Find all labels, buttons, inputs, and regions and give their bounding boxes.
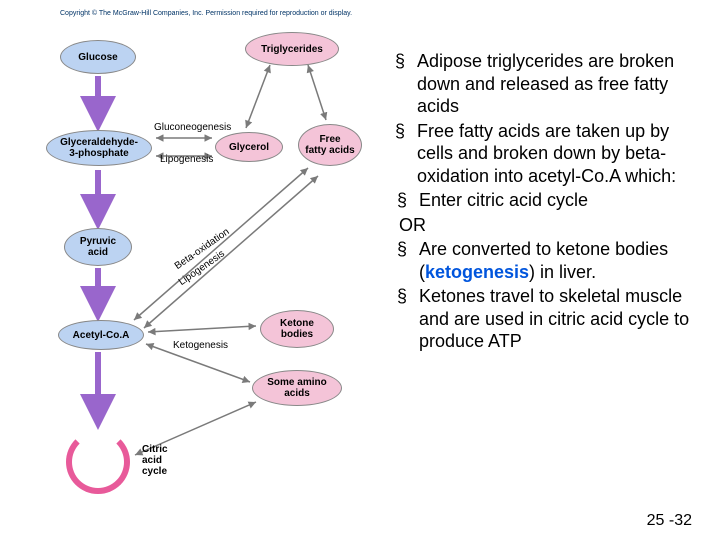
node-acetylcoa: Acetyl-Co.A (58, 320, 144, 350)
pathway-label-4: Ketogenesis (173, 340, 228, 351)
node-g3p: Glyceraldehyde-3-phosphate (46, 130, 152, 166)
pathway-label-0: Gluconeogenesis (154, 122, 231, 133)
bullet-1: Adipose triglycerides are broken down an… (395, 50, 705, 118)
or-text: OR (397, 214, 705, 237)
cycle-label: Citricacidcycle (142, 444, 168, 477)
text-panel: Adipose triglycerides are broken down an… (395, 50, 705, 355)
node-triglycerides: Triglycerides (245, 32, 339, 66)
pathway-label-1: Lipogenesis (160, 154, 213, 165)
arrow-8 (134, 168, 308, 320)
node-ffa: Freefatty acids (298, 124, 362, 166)
citric-acid-cycle-icon (66, 430, 130, 494)
node-glycerol: Glycerol (215, 132, 283, 162)
arrow-6 (246, 65, 270, 128)
main-bullet-list: Adipose triglycerides are broken down an… (395, 50, 705, 187)
node-amino: Some aminoacids (252, 370, 342, 406)
arrow-10 (148, 326, 256, 332)
sub-bullet-3: Ketones travel to skeletal muscle and ar… (397, 285, 705, 353)
copyright-text: Copyright © The McGraw-Hill Companies, I… (60, 10, 352, 17)
arrow-9 (144, 176, 318, 328)
bullet-2: Free fatty acids are taken up by cells a… (395, 120, 705, 188)
node-glucose: Glucose (60, 40, 136, 74)
slide: Copyright © The McGraw-Hill Companies, I… (0, 0, 720, 540)
node-pyruvic: Pyruvicacid (64, 228, 132, 266)
sub2-post: ) in liver. (529, 262, 596, 282)
node-ketone: Ketonebodies (260, 310, 334, 348)
sub-bullet-2: Are converted to ketone bodies (ketogene… (397, 238, 705, 283)
page-number: 25 -32 (647, 512, 692, 530)
sub-bullet-list: Enter citric acid cycle OR Are converted… (397, 189, 705, 353)
arrow-7 (308, 65, 326, 120)
diagram-panel: Copyright © The McGraw-Hill Companies, I… (60, 10, 380, 530)
sub-bullet-1: Enter citric acid cycle (397, 189, 705, 212)
ketogenesis-keyword: ketogenesis (425, 262, 529, 282)
